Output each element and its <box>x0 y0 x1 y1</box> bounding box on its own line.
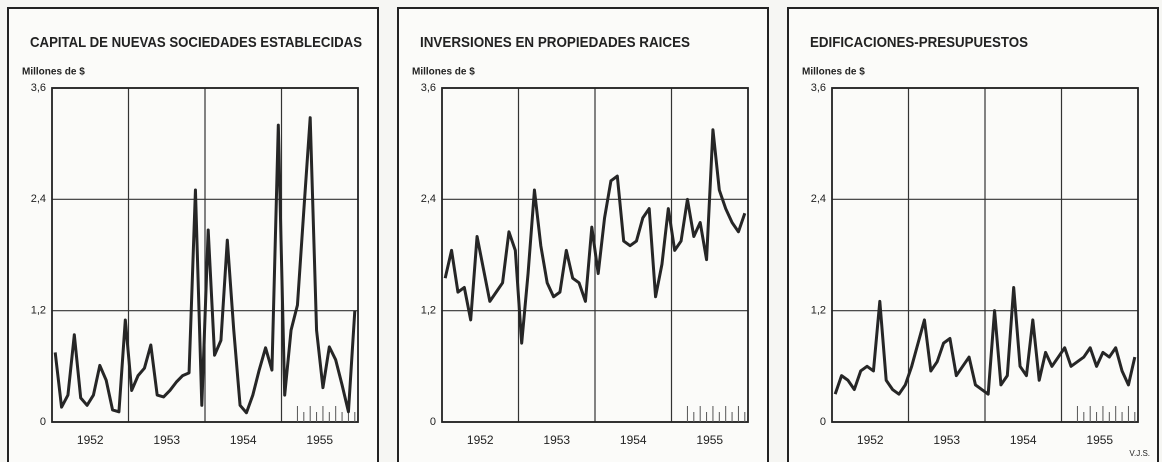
data-line <box>53 116 357 415</box>
data-line <box>833 285 1137 396</box>
signature: V.J.S. <box>1129 449 1150 458</box>
y-tick-label: 3,6 <box>31 82 46 94</box>
x-tick-label: 1955 <box>1086 433 1113 447</box>
x-tick-label: 1953 <box>153 433 180 447</box>
x-tick-label: 1954 <box>1010 433 1037 447</box>
plot-frame <box>441 87 749 423</box>
y-axis-label: Millones de $ <box>802 67 865 78</box>
y-axis-label: Millones de $ <box>22 67 85 78</box>
y-tick-label: 1,2 <box>421 305 436 317</box>
x-tick-label: 1953 <box>933 433 960 447</box>
y-tick-label: 0 <box>820 416 826 428</box>
x-tick-label: 1954 <box>230 433 257 447</box>
y-tick-label: 3,6 <box>811 82 826 94</box>
y-tick-label: 2,4 <box>421 193 436 205</box>
x-tick-label: 1952 <box>857 433 884 447</box>
x-tick-label: 1953 <box>543 433 570 447</box>
x-tick-label: 1954 <box>620 433 647 447</box>
y-tick-label: 1,2 <box>31 305 46 317</box>
chart-title: EDIFICACIONES-PRESUPUESTOS <box>810 34 1028 51</box>
x-tick-label: 1952 <box>467 433 494 447</box>
x-tick-label: 1955 <box>696 433 723 447</box>
y-tick-label: 0 <box>40 416 46 428</box>
x-tick-label: 1952 <box>77 433 104 447</box>
panel-border <box>787 7 1159 462</box>
y-tick-label: 1,2 <box>811 305 826 317</box>
x-tick-label: 1955 <box>306 433 333 447</box>
plot-frame <box>51 87 359 423</box>
y-axis-label: Millones de $ <box>412 67 475 78</box>
y-tick-label: 0 <box>430 416 436 428</box>
y-tick-label: 2,4 <box>31 193 46 205</box>
plot-frame <box>831 87 1139 423</box>
y-tick-label: 3,6 <box>421 82 436 94</box>
chart-title: INVERSIONES EN PROPIEDADES RAICES <box>420 34 690 51</box>
chart-title: CAPITAL DE NUEVAS SOCIEDADES ESTABLECIDA… <box>30 34 362 51</box>
y-tick-label: 2,4 <box>811 193 826 205</box>
data-line <box>443 128 747 345</box>
